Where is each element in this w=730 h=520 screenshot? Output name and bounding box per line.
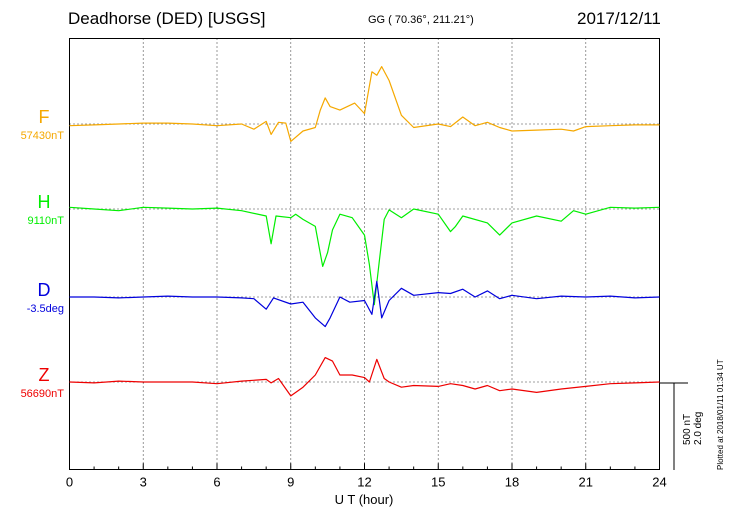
series-baseline-f: 57430nT (21, 130, 65, 142)
series-line-h (69, 206, 660, 306)
date-label: 2017/12/11 (577, 9, 661, 28)
axis-ticks: 0 3 6 9 12 15 18 21 24 (66, 463, 667, 490)
x-tick-label: 3 (140, 475, 147, 490)
scale-deg-label: 2.0 deg (693, 411, 704, 445)
series-name-h: H (38, 192, 51, 212)
series-line-z (69, 357, 660, 397)
x-tick-label: 21 (579, 475, 593, 490)
scale-bar (660, 382, 688, 470)
series-line-f (69, 65, 660, 142)
series-group (69, 65, 660, 397)
plotted-timestamp: Plotted at 2018/01/11 01:34 UT (716, 359, 725, 470)
scale-nt-label: 500 nT (682, 413, 693, 445)
series-line-d (69, 280, 660, 328)
x-tick-label: 15 (431, 475, 445, 490)
x-tick-label: 6 (213, 475, 220, 490)
grid-lines (69, 38, 660, 470)
series-name-d: D (38, 280, 51, 300)
coordinates-label: GG ( 70.36°, 211.21°) (368, 14, 474, 26)
x-tick-label: 0 (66, 475, 73, 490)
series-baseline-h: 9110nT (28, 215, 65, 227)
scale-label: 500 nT 2.0 deg (682, 412, 704, 445)
series-baseline-z: 56690nT (21, 388, 65, 400)
series-labels: F 57430nT H 9110nT D -3.5deg Z 56690nT (21, 107, 65, 400)
x-tick-label: 18 (505, 475, 519, 490)
series-baseline-d: -3.5deg (27, 303, 64, 315)
series-name-z: Z (39, 365, 50, 385)
x-tick-label: 9 (287, 475, 294, 490)
series-name-f: F (39, 107, 50, 127)
x-axis-label: U T (hour) (335, 492, 394, 507)
x-tick-label: 24 (652, 475, 666, 490)
chart-title: Deadhorse (DED) [USGS] (68, 9, 266, 28)
x-tick-label: 12 (357, 475, 371, 490)
